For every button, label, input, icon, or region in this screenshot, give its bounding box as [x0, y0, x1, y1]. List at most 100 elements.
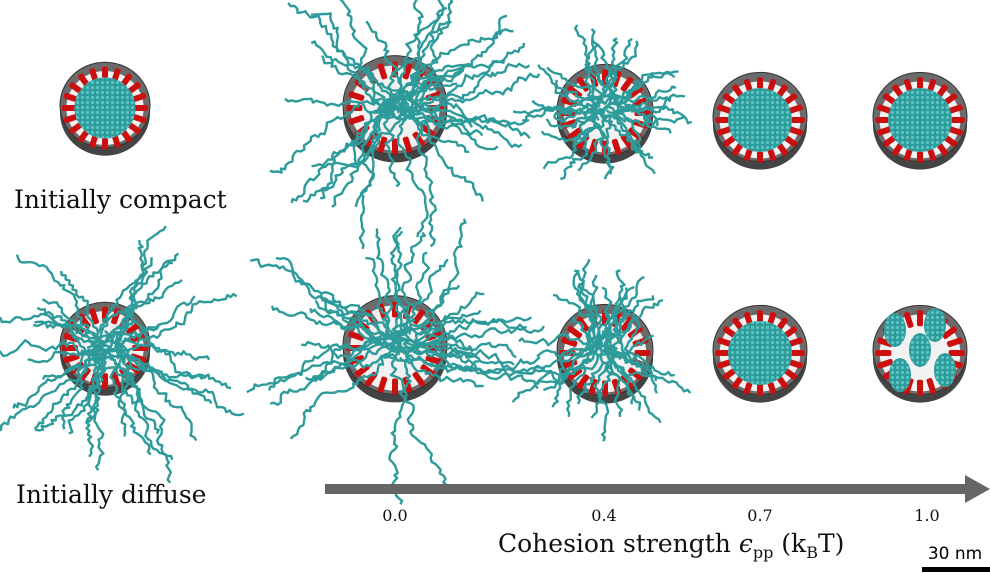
nup-rod	[89, 308, 99, 325]
nup-rod	[786, 337, 803, 348]
chain	[601, 114, 686, 127]
compact-fg	[728, 88, 792, 152]
nup-rod	[875, 350, 892, 356]
chain	[389, 230, 404, 350]
chain	[12, 349, 98, 409]
nup-rod	[576, 374, 590, 390]
chain	[571, 98, 607, 129]
chain	[116, 239, 146, 343]
nup-rod	[412, 309, 426, 325]
nup-rod	[903, 311, 914, 328]
chain	[616, 105, 672, 134]
chain	[384, 333, 474, 353]
nup-rod	[877, 125, 894, 136]
nup-rod	[61, 105, 78, 111]
chain	[552, 293, 596, 337]
chain	[602, 301, 625, 357]
nup-rod	[132, 105, 149, 111]
chain	[552, 93, 618, 124]
chain	[91, 261, 173, 347]
nup-rod	[620, 134, 634, 150]
chain	[289, 349, 400, 440]
nup-rod	[946, 337, 963, 348]
tick-label: 0.4	[591, 506, 616, 525]
chain	[540, 123, 600, 143]
chain	[268, 336, 390, 391]
chain	[518, 333, 592, 347]
chain	[408, 0, 454, 118]
nup-rod	[786, 104, 803, 115]
chain	[404, 334, 517, 359]
chain	[99, 278, 183, 339]
row-label: Initially compact	[14, 185, 227, 214]
clump	[924, 308, 946, 342]
nup-rod	[567, 127, 583, 141]
nup-rod	[348, 331, 365, 341]
chain	[618, 109, 644, 154]
chain	[399, 63, 472, 109]
chain	[402, 89, 470, 154]
nup-rod	[875, 117, 892, 123]
chain	[287, 2, 389, 117]
chain	[113, 292, 238, 351]
chain	[34, 320, 116, 341]
chain	[391, 0, 424, 101]
chain	[284, 97, 398, 120]
chain	[84, 337, 102, 458]
chain	[305, 344, 385, 381]
clump	[884, 313, 906, 347]
nup-rod	[788, 117, 805, 123]
chain	[390, 345, 546, 381]
row-label: Initially diffuse	[16, 480, 206, 509]
chain	[576, 346, 610, 405]
chain	[116, 354, 232, 390]
chain	[616, 339, 658, 394]
nup-rod	[877, 104, 894, 115]
scale-bar-label: 30 nm	[928, 544, 982, 564]
chain	[577, 119, 614, 172]
chain	[109, 354, 152, 456]
nup-rod	[786, 358, 803, 369]
chain	[404, 107, 484, 202]
nup-rod	[425, 355, 442, 365]
tick-label: 0.7	[747, 506, 772, 525]
chain	[598, 107, 645, 156]
nup-rod	[392, 138, 398, 155]
chain	[605, 318, 636, 365]
chain	[384, 353, 484, 388]
chain	[275, 256, 399, 346]
nup-rod	[946, 125, 963, 136]
chain	[605, 334, 655, 358]
chain	[93, 342, 141, 405]
nup-rod	[926, 378, 937, 395]
chain	[397, 92, 437, 248]
axis-label-part: B	[806, 543, 818, 562]
tick-label: 1.0	[914, 506, 939, 525]
tick-label: 0.0	[382, 506, 407, 525]
chain	[390, 42, 526, 102]
chain	[395, 231, 427, 352]
nup-rod	[348, 115, 365, 125]
nup-rod	[63, 353, 80, 364]
clump	[889, 358, 911, 392]
chain	[409, 62, 531, 116]
chain	[398, 14, 508, 101]
chain	[382, 110, 401, 188]
chain	[92, 323, 160, 354]
nup-rod	[377, 63, 388, 80]
chain	[597, 85, 635, 115]
axis-label-part: (k	[773, 529, 807, 558]
chain	[112, 331, 198, 442]
axis-label: Cohesion strength ϵpp (kBT)	[498, 529, 844, 562]
nup-rod	[917, 310, 923, 327]
chain	[608, 275, 645, 342]
nup-rod	[402, 63, 413, 80]
chain	[512, 96, 601, 116]
chain	[339, 0, 393, 112]
chain	[96, 225, 167, 334]
axis-arrow	[325, 475, 990, 503]
axis-label-part: T)	[818, 529, 844, 558]
chain	[111, 354, 245, 417]
nup-rod	[620, 76, 634, 92]
